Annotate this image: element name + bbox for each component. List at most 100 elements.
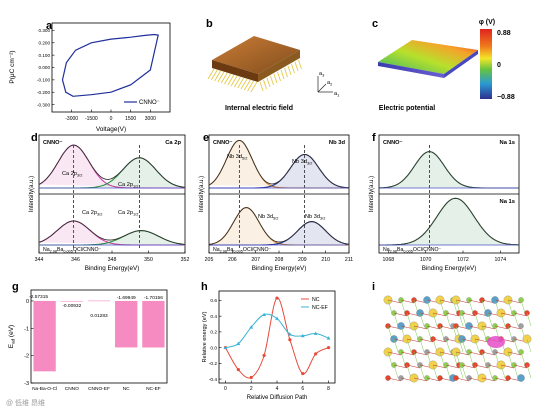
xps-ylabel: Intensity(a.u.) [29,176,35,212]
panel-b-field-arrow [240,78,248,90]
panel-i-bond [481,377,496,382]
panel-i-bond [393,312,399,327]
panel-i-bond [419,312,425,327]
panel-b-axis-a2-label: a2 [327,80,333,87]
xps-xtick-label: 344 [35,257,44,263]
panel-i-bond [393,364,399,379]
panel-i-bond [455,299,470,304]
panel-i-bond [413,377,428,382]
panel-i-bond [413,351,428,356]
panel-i-bond [445,338,451,353]
panel-i-bond [481,351,487,366]
panel-i-bond [507,325,522,330]
xps-bottom-left-annotation: Nb 3d5/2 [258,214,278,221]
xps-bottom-element-label: Na 1s [500,199,515,205]
panel-i-bond [507,325,513,340]
panel-i-bond [419,338,425,353]
panel-a-legend-label: CNNO⁻ [139,100,160,106]
panel-h-point [249,325,254,329]
panel-i-bond [400,351,415,356]
panel-i-bond [393,312,408,317]
panel-i-bond [494,377,509,382]
panel-b-field-arrow [294,61,299,72]
panel-i-atomic-structures [383,295,532,383]
panel-h-ytick-label: 0.0 [210,345,217,351]
colorbar [480,29,492,99]
panel-g-bar [60,300,83,302]
xps-xtick-label: 346 [71,257,80,263]
panel-b-axes [317,76,333,93]
xps-xtick-label: 1072 [457,257,469,263]
panel-h-xtick-label: 6 [301,386,304,392]
panel-i-bond [439,325,454,330]
panel-b-axis-a2 [317,83,327,93]
xps-top-element-label: Nb 3d [329,140,346,146]
panel-i-bond [500,364,506,379]
panel-i-bond [500,312,515,317]
panel-i-bond [461,312,476,317]
xps-top-sample-label: CNNO⁻ [383,140,402,146]
xps-top-left-annotation: Nb 3d5/2 [227,154,247,161]
xps-bottom-sample-label: Na2.98Ba0.005OCl/CNNO⁻ [43,247,102,253]
xps-ylabel: Intensity(a.u.) [369,176,375,212]
panel-g-value-label: -1.69949 [117,295,136,301]
xps-top-sample-label: CNNO⁻ [43,140,62,146]
panel-i-bond [520,351,526,366]
xps-top-element-label: Ca 2p [165,140,181,146]
panel-i-bond [393,338,399,353]
panel-g-bar [33,300,56,372]
panel-i-bond [526,364,532,379]
panel-b-axis-a1-label: a1 [334,91,340,98]
xps-bottom-component-peak [379,197,520,246]
panel-i-bond [432,338,447,343]
panel-b-field-arrows [207,59,302,93]
colorbar-title: φ (V) [479,19,495,26]
panel-i-bond [406,338,412,353]
xps-bottom-envelope [38,220,186,245]
panel-a-ytick-label: 0.300 [39,28,51,33]
panel-i-bond [419,338,434,343]
panel-a-ytick-label: -0.300 [37,102,50,107]
panel-g-bar [115,300,138,348]
panel-i-bond [406,364,421,369]
panel-letter-b: b [206,18,213,30]
xps-top-right-annotation: Nb 3d3/2 [292,159,312,166]
panel-i-bond [439,299,454,304]
panel-a-loop-curve [61,33,159,97]
panel-i-bond [455,299,461,314]
panel-i-bond [461,338,467,353]
panel-i-bond [445,364,460,369]
panel-letters: a b c d e f g h i [12,18,378,293]
panel-a-xtick-label: 0 [110,116,113,122]
panel-g-category-label: NC [123,386,130,392]
xps-xlabel: Binding Energy(eV) [85,265,140,272]
panel-h-legend-label: NC-EF [312,305,328,311]
panel-i-bond [387,299,393,314]
panel-a-xlabel: Voltage(V) [96,126,126,133]
panel-b-field-arrow [234,76,241,88]
panel-a-ticks: -3000 -1500 0 1500 3000 -0.300 -0.200 -0.100 0.0… [37,28,156,122]
panel-i-bond [432,312,438,327]
panel-i-bond [513,312,519,327]
panel-i-bond [507,299,513,314]
panel-letter-h: h [201,281,208,293]
panel-b-field-arrow [263,79,267,90]
panel-b-field-arrow [227,74,235,86]
xps-bottom-sample-label: Na2.98Ba0.005OCl/CNNO⁻ [213,247,272,253]
panel-g-ytick-label: -2 [24,354,29,360]
panel-i-bond [426,325,432,340]
panel-i-bond [387,299,402,304]
panel-i-bond [387,351,393,366]
panel-f-xps-na1s: 1068 1070 1072 1074 Binding Energy(eV) Intens… [369,134,520,272]
xps-top-right-annotation: Ca 2p1/2 [118,182,138,189]
panel-i-bond [426,325,441,330]
panel-g-category-label: Na-Ba-O-Cl [32,386,57,392]
panel-i-bond [520,299,526,314]
panel-i-bond [413,325,428,330]
panel-i-bond [494,325,509,330]
panel-g-ytick-label: 0 [26,299,29,305]
panel-i-bond [455,377,470,382]
xps-xtick-label: 348 [108,257,117,263]
xps-xlabel: Binding Energy(eV) [252,265,307,272]
